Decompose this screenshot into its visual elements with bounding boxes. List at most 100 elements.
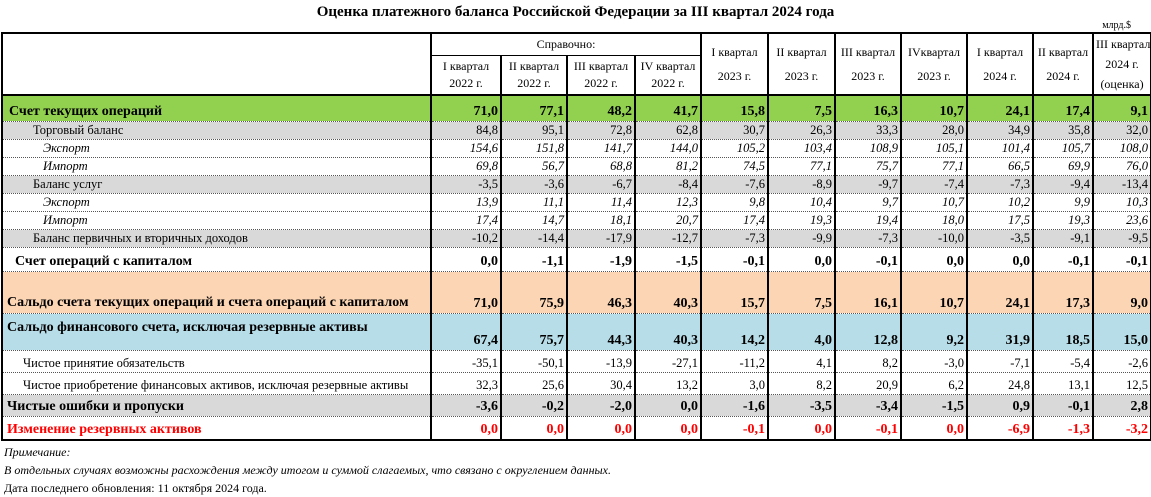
- cell-value: 8,2: [767, 372, 836, 395]
- cell-value: -6,9: [966, 416, 1034, 441]
- cell-value: 8,2: [834, 350, 902, 373]
- table-row: Баланс первичных и вторичных доходов -10,…: [2, 229, 1151, 248]
- cell-value: -7,4: [900, 175, 968, 194]
- cell-value: 69,8: [430, 157, 501, 176]
- cell-value: -5,4: [1032, 350, 1094, 373]
- cell-value: -3,5: [430, 175, 501, 194]
- column-header: II квартал 2023 г.: [767, 33, 836, 95]
- cell-value: 17,3: [1032, 271, 1094, 314]
- cell-value: 10,4: [767, 193, 836, 212]
- cell-value: 30,4: [566, 372, 635, 395]
- cell-value: 72,8: [566, 121, 635, 140]
- cell-value: 28,0: [900, 121, 968, 140]
- cell-value: 9,2: [900, 313, 968, 351]
- cell-value: 66,5: [966, 157, 1034, 176]
- cell-value: 69,9: [1032, 157, 1094, 176]
- cell-value: -3,6: [430, 394, 501, 417]
- page-title: Оценка платежного баланса Российской Фед…: [316, 4, 835, 20]
- cell-value: 20,9: [834, 372, 902, 395]
- cell-value: -9,7: [834, 175, 902, 194]
- cell-value: 41,7: [633, 95, 702, 122]
- column-header-line: 2022 г.: [584, 75, 618, 90]
- cell-value: 14,7: [500, 211, 567, 230]
- cell-value: 18,5: [1032, 313, 1094, 351]
- cell-value: 24,1: [966, 95, 1034, 122]
- cell-value: -13,4: [1092, 175, 1151, 194]
- cell-value: 0,0: [566, 416, 635, 441]
- row-label: Сальдо финансового счета, исключая резер…: [2, 313, 431, 351]
- cell-value: 154,6: [430, 139, 501, 158]
- cell-value: -7,6: [700, 175, 769, 194]
- row-label: Изменение резервных активов: [2, 416, 431, 441]
- cell-value: -1,6: [700, 394, 769, 417]
- cell-value: -2,6: [1092, 350, 1151, 373]
- table-row: Счет операций с капиталом 0,0 -1,1 -1,9 -1,5…: [2, 247, 1151, 272]
- cell-value: 10,7: [900, 193, 968, 212]
- cell-value: 19,3: [1032, 211, 1094, 230]
- column-header: I квартал 2023 г.: [700, 33, 769, 95]
- cell-value: 0,0: [966, 247, 1034, 272]
- cell-value: 30,7: [700, 121, 769, 140]
- row-label: Чистое приобретение финансовых активов, …: [2, 372, 431, 395]
- cell-value: -1,3: [1032, 416, 1094, 441]
- cell-value: -3,5: [767, 394, 836, 417]
- cell-value: 19,4: [834, 211, 902, 230]
- cell-value: 0,0: [900, 416, 968, 441]
- cell-value: 44,3: [566, 313, 635, 351]
- cell-value: 16,3: [834, 95, 902, 122]
- notes-heading: Примечание:: [4, 445, 71, 459]
- cell-value: -7,3: [834, 229, 902, 248]
- cell-value: 95,1: [500, 121, 567, 140]
- cell-value: 77,1: [900, 157, 968, 176]
- cell-value: 108,0: [1092, 139, 1151, 158]
- cell-value: -13,9: [566, 350, 635, 373]
- cell-value: 75,7: [834, 157, 902, 176]
- column-header-line: 2023 г.: [851, 69, 885, 83]
- cell-value: 15,7: [700, 271, 769, 314]
- cell-value: 33,3: [834, 121, 902, 140]
- row-label: Экспорт: [2, 193, 431, 212]
- cell-value: 0,9: [966, 394, 1034, 417]
- cell-value: 77,1: [767, 157, 836, 176]
- cell-value: 62,8: [633, 121, 702, 140]
- cell-value: 2,8: [1092, 394, 1151, 417]
- cell-value: -7,1: [966, 350, 1034, 373]
- cell-value: -14,4: [500, 229, 567, 248]
- column-header: III квартал 2023 г.: [834, 33, 902, 95]
- cell-value: 35,8: [1032, 121, 1094, 140]
- cell-value: -9,9: [767, 229, 836, 248]
- cell-value: 26,3: [767, 121, 836, 140]
- cell-value: -12,7: [633, 229, 702, 248]
- cell-value: 71,0: [430, 95, 501, 122]
- column-header-line: 2024 г.: [1046, 69, 1080, 83]
- cell-value: 13,9: [430, 193, 501, 212]
- cell-value: -0,1: [834, 416, 902, 441]
- cell-value: -0,2: [500, 394, 567, 417]
- cell-value: 12,5: [1092, 372, 1151, 395]
- cell-value: 17,4: [430, 211, 501, 230]
- cell-value: 81,2: [633, 157, 702, 176]
- cell-value: -1,1: [500, 247, 567, 272]
- cell-value: 68,8: [566, 157, 635, 176]
- table-row: Торговый баланс 84,8 95,1 72,8 62,8 30,7 26,3 3…: [2, 121, 1151, 140]
- cell-value: -35,1: [430, 350, 501, 373]
- cell-value: -9,4: [1032, 175, 1094, 194]
- cell-value: -8,9: [767, 175, 836, 194]
- cell-value: -9,1: [1032, 229, 1094, 248]
- cell-value: 105,2: [700, 139, 769, 158]
- cell-value: 13,2: [633, 372, 702, 395]
- cell-value: 9,0: [1092, 271, 1151, 314]
- cell-value: 17,5: [966, 211, 1034, 230]
- column-header: II квартал 2022 г.: [500, 54, 567, 95]
- cell-value: 0,0: [430, 247, 501, 272]
- row-label: Торговый баланс: [2, 121, 431, 140]
- cell-value: -17,9: [566, 229, 635, 248]
- cell-value: 4,1: [767, 350, 836, 373]
- cell-value: -0,1: [1092, 247, 1151, 272]
- cell-value: -0,1: [700, 247, 769, 272]
- row-label: Сальдо счета текущих операций и счета оп…: [2, 271, 431, 314]
- cell-value: 17,4: [1032, 95, 1094, 122]
- cell-value: -50,1: [500, 350, 567, 373]
- cell-value: 76,0: [1092, 157, 1151, 176]
- cell-value: 20,7: [633, 211, 702, 230]
